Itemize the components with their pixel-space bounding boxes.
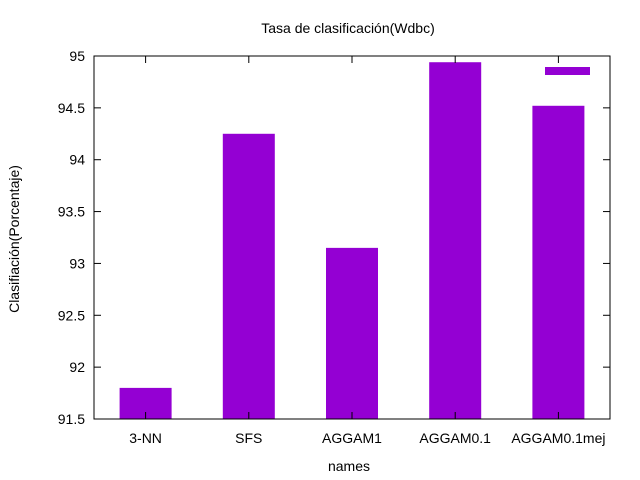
bar-sfs [222, 133, 275, 420]
bars-group [119, 62, 585, 420]
y-tick-label: 92.5 [58, 307, 85, 323]
legend [545, 67, 590, 75]
y-tick-label: 95 [69, 48, 85, 64]
x-tick-label: AGGAM0.1mej [511, 430, 605, 446]
x-axis-label: names [328, 458, 370, 474]
chart-title: Tasa de clasificación(Wdbc) [261, 20, 435, 36]
legend-swatch [545, 67, 590, 75]
ticks-group: 3-NN SFS AGGAM1 AGGAM0.1 AGGAM0.1mej 91.5 92 92… [58, 48, 610, 446]
plot-frame [93, 55, 611, 420]
bar-aggam0-1 [429, 62, 482, 419]
x-tick-label: AGGAM0.1 [419, 430, 491, 446]
bar-aggam0-1mej [532, 105, 585, 419]
y-tick-label: 91.5 [58, 411, 85, 427]
y-tick-label: 92 [69, 359, 85, 375]
x-tick-label: AGGAM1 [322, 430, 382, 446]
x-tick-label: SFS [235, 430, 262, 446]
y-tick-label: 93.5 [58, 204, 85, 220]
y-axis-label: Clasifiación(Porcentaje) [6, 165, 22, 313]
bar-aggam1 [326, 247, 378, 419]
y-tick-label: 93 [69, 255, 85, 271]
y-tick-label: 94 [69, 152, 85, 168]
x-tick-label: 3-NN [129, 430, 162, 446]
y-tick-label: 94.5 [58, 100, 85, 116]
